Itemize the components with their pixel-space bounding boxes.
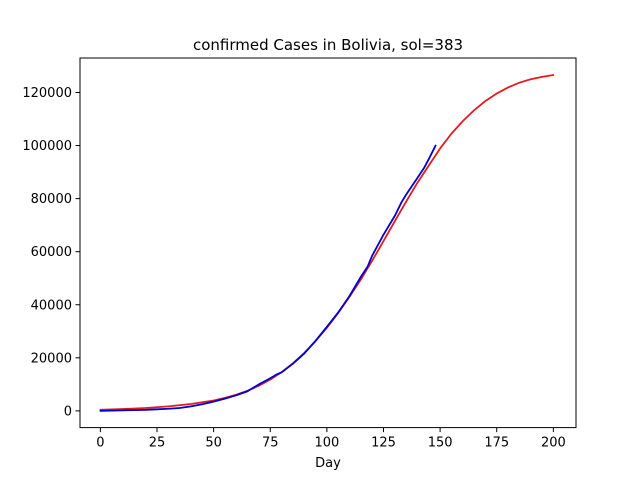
y-tick-label: 40000: [31, 298, 72, 313]
series-line-observed: [99, 144, 437, 412]
x-tick-label: 0: [96, 436, 104, 451]
x-tick-label: 125: [371, 436, 396, 451]
y-tick-label: 20000: [31, 351, 72, 366]
x-tick-label: 50: [205, 436, 222, 451]
x-tick-label: 100: [314, 436, 339, 451]
x-tick-label: 75: [262, 436, 279, 451]
y-tick-label: 0: [64, 404, 72, 419]
y-axis-ticks: 0 20000 40000 60000 80000 100000 120000: [22, 86, 80, 419]
x-tick-label: 150: [428, 436, 453, 451]
series-layer: [99, 74, 555, 412]
x-tick-label: 25: [149, 436, 166, 451]
y-tick-label: 60000: [31, 245, 72, 260]
plot-frame: [79, 57, 577, 429]
y-tick-label: 120000: [22, 86, 72, 101]
y-tick-label: 80000: [31, 192, 72, 207]
x-axis-ticks: 0 25 50 75 100 125 150 175 200: [96, 427, 566, 451]
x-tick-label: 200: [541, 436, 566, 451]
chart-title: confirmed Cases in Bolivia, sol=383: [193, 36, 463, 54]
x-axis-label: Day: [315, 456, 341, 471]
y-tick-label: 100000: [22, 139, 72, 154]
x-tick-label: 175: [484, 436, 509, 451]
